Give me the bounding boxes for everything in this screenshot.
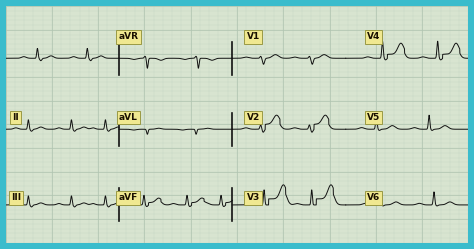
Text: II: II	[12, 113, 19, 122]
Text: V1: V1	[246, 32, 260, 42]
Text: V4: V4	[367, 32, 380, 42]
Text: V2: V2	[246, 113, 260, 122]
Text: III: III	[11, 193, 21, 202]
Text: aVF: aVF	[118, 193, 138, 202]
Text: V3: V3	[246, 193, 260, 202]
Text: V5: V5	[367, 113, 380, 122]
Text: aVR: aVR	[118, 32, 138, 42]
Text: aVL: aVL	[119, 113, 138, 122]
Text: V6: V6	[367, 193, 380, 202]
